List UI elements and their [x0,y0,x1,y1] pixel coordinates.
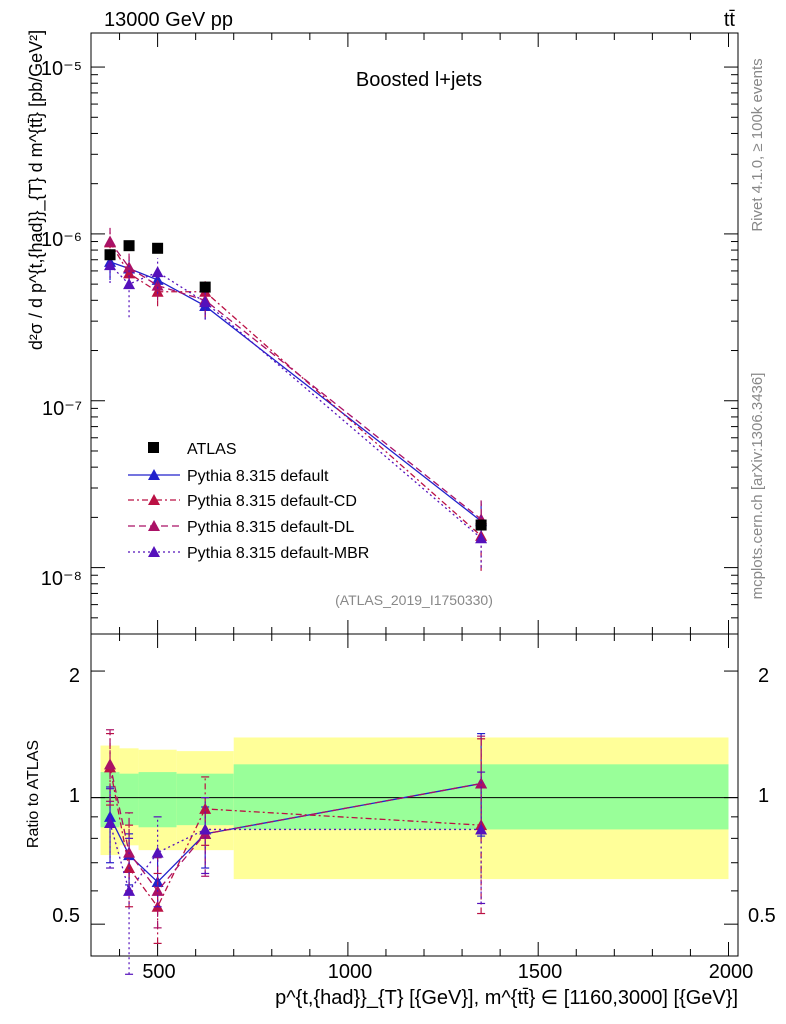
marker-top-pythia-8-315-default-mbr-0 [104,259,117,271]
band-green-bin-2 [138,772,177,828]
marker-ratio-pythia-8-315-default-mbr-0 [104,817,117,829]
marker-top-pythia-8-315-default-dl-0 [104,235,117,247]
legend-marker-default-mbr [148,546,160,557]
legend: ATLAS Pythia 8.315 default Pythia 8.315 … [128,441,369,562]
ytick-top-1e-5: 10⁻⁵ [41,58,82,80]
legend-label-atlas: ATLAS [187,441,237,458]
marker-top-pythia-8-315-default-mbr-2 [151,266,164,278]
marker-ratio-pythia-8-315-default-mbr-1 [123,884,136,896]
ratio-bands [100,737,729,880]
ytick-top-1e-7: 10⁻⁷ [42,398,82,420]
marker-top-pythia-8-315-default-mbr-4 [475,532,488,544]
legend-entry-atlas: ATLAS [148,441,237,458]
main-frame [90,32,739,635]
ytick-ratio-0-5-right: 0.5 [748,905,776,927]
axis-ticks [91,33,738,956]
legend-marker-atlas [148,442,159,453]
marker-ratio-pythia-8-315-default-dl-1 [123,846,136,858]
marker-ratio-pythia-8-315-default-mbr-3 [199,823,212,835]
x-axis-title: p^{t,{had}}_{T} [{GeV}], m^{tt̄} ∈ [1160… [275,987,738,1009]
marker-ratio-pythia-8-315-default-mbr-2 [151,846,164,858]
ratio-frame [90,633,739,957]
marker-top-pythia-8-315-default-dl-2 [151,279,164,291]
marker-ratio-pythia-8-315-default-dl-0 [104,758,117,770]
atlas-point-0 [104,249,116,261]
atlas-point-2 [152,242,164,254]
energy-label: 13000 GeV pp [104,9,233,31]
legend-marker-default [148,469,160,480]
legend-entry-default-dl: Pythia 8.315 default-DL [128,519,354,536]
ytick-top-1e-6: 10⁻⁶ [41,229,82,251]
marker-top-pythia-8-315-default-cd-2 [151,285,164,297]
ytick-ratio-0-5-left: 0.5 [52,905,80,927]
legend-entry-default-cd: Pythia 8.315 default-CD [128,493,357,510]
legend-marker-default-cd [148,494,160,505]
legend-label-default-dl: Pythia 8.315 default-DL [187,519,354,536]
legend-label-default-mbr: Pythia 8.315 default-MBR [187,545,369,562]
marker-top-pythia-8-315-default-mbr-3 [199,296,212,308]
legend-entry-default-mbr: Pythia 8.315 default-MBR [128,545,369,562]
ytick-ratio-2-right: 2 [758,665,769,687]
mc-series-top [104,227,488,571]
marker-top-pythia-8-315-default-mbr-1 [123,278,136,290]
y-axis-title-top: d²σ / d p^{t,{had}}_{T} d m^{tt̄} [pb/Ge… [26,30,47,350]
legend-marker-default-dl [148,520,160,531]
panel-title: Boosted l+jets [356,69,482,91]
xtick-1000: 1000 [328,961,373,983]
line-top-pythia-8-315-default-dl [109,241,482,520]
ytick-top-1e-8: 10⁻⁸ [41,568,82,590]
legend-label-default-cd: Pythia 8.315 default-CD [187,493,357,510]
analysis-watermark: (ATLAS_2019_I1750330) [335,592,493,608]
process-label: tt̄ [724,9,736,31]
line-top-pythia-8-315-default-mbr [109,264,482,539]
xtick-2000: 2000 [709,961,754,983]
mc-series-ratio [104,729,488,975]
band-green-bin-1 [119,773,139,826]
xtick-1500: 1500 [518,961,563,983]
rivet-label: Rivet 4.1.0, ≥ 100k events [749,58,766,231]
ytick-ratio-2-left: 2 [69,665,80,687]
y-axis-title-ratio: Ratio to ATLAS [25,740,42,848]
marker-ratio-pythia-8-315-default-mbr-4 [475,823,488,835]
atlas-points-top [104,240,487,531]
line-ratio-pythia-8-315-default-mbr [109,822,482,893]
ytick-ratio-1-left: 1 [69,785,80,807]
atlas-point-4 [475,519,487,531]
atlas-point-1 [123,240,135,252]
ytick-ratio-1-right: 1 [758,785,769,807]
mcplots-label: mcplots.cern.ch [arXiv:1306.3436] [749,373,766,600]
marker-top-pythia-8-315-default-cd-1 [123,267,136,279]
atlas-point-3 [199,281,211,293]
legend-label-default: Pythia 8.315 default [187,468,329,485]
xtick-500: 500 [142,961,175,983]
line-top-pythia-8-315-default-cd [109,242,482,537]
legend-entry-default: Pythia 8.315 default [128,468,329,485]
marker-top-pythia-8-315-default-2 [151,273,164,285]
